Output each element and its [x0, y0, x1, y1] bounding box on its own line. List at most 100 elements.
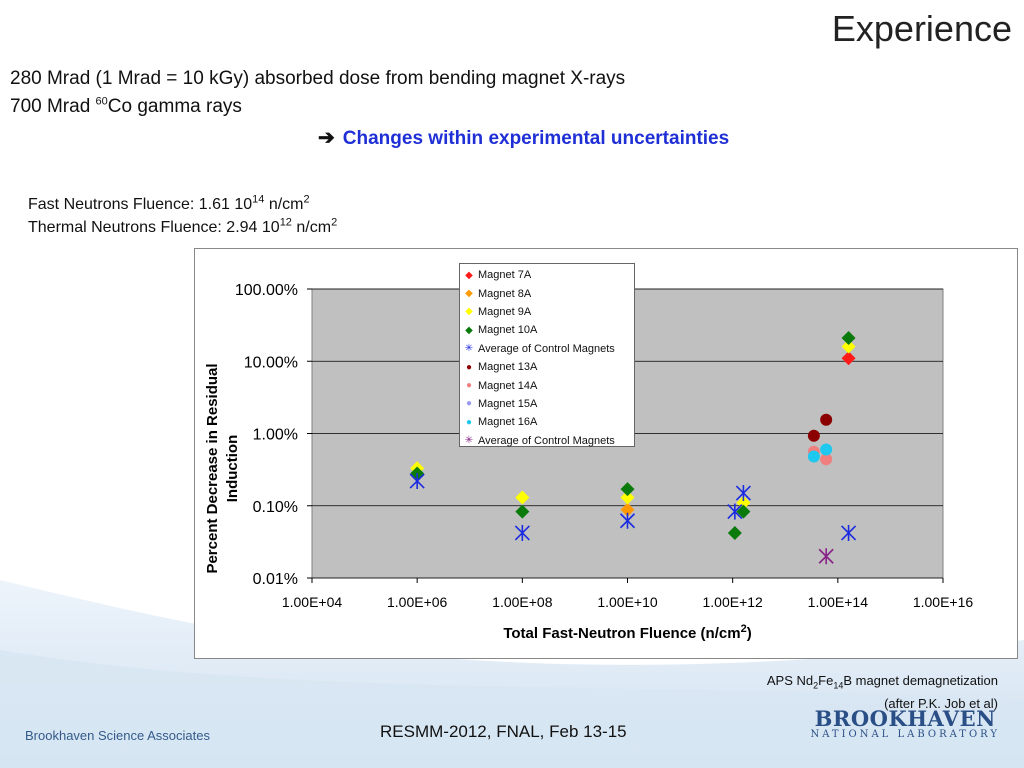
legend-item: ● Magnet 15A: [462, 395, 634, 413]
slide-title: Experience: [831, 8, 1012, 49]
y-tick-label: 100.00%: [235, 282, 298, 299]
legend-item: ✳ Average of Control Magnets: [462, 340, 634, 358]
footer-organization: Brookhaven Science Associates: [25, 728, 210, 743]
data-point: [841, 330, 856, 345]
fast-unit: n/cm: [264, 196, 304, 213]
legend-item: ◆ Magnet 10A: [462, 321, 634, 339]
thermal-neutron-fluence: Thermal Neutrons Fluence: 2.94 1012 n/cm…: [28, 216, 338, 237]
x-tick-label: 1.00E+04: [282, 594, 343, 610]
diamond-marker-icon: ◆: [465, 269, 473, 281]
legend-item: ● Magnet 13A: [462, 358, 634, 376]
x-axis-title-main: Total Fast-Neutron Fluence (n/cm: [503, 625, 740, 642]
data-point: [841, 339, 856, 354]
legend-label: Magnet 8A: [478, 287, 532, 300]
legend-label: Magnet 14A: [478, 379, 538, 392]
data-point: [736, 504, 751, 519]
y-tick-label: 0.01%: [253, 571, 298, 588]
data-point: [841, 524, 857, 541]
legend-item: ● Magnet 14A: [462, 376, 634, 394]
dose-gamma-text: 700 Mrad 60Co gamma rays: [10, 96, 242, 118]
legend-item: ✳ Average of Control Magnets: [462, 432, 634, 450]
legend-label: Magnet 10A: [478, 324, 538, 337]
arrow-right-icon: ➔: [318, 127, 335, 149]
y-axis-title-line1: Percent Decrease in Residual: [204, 363, 221, 573]
legend-item: ◆ Magnet 8A: [462, 284, 634, 302]
fast-neutron-fluence: Fast Neutrons Fluence: 1.61 1014 n/cm2: [28, 193, 310, 214]
y-tick-label: 0.10%: [253, 499, 298, 516]
thermal-unit-sup: 2: [331, 216, 338, 229]
caption-sub-2: 14: [833, 680, 844, 691]
data-point: [620, 502, 635, 517]
data-point: [820, 453, 833, 466]
asterisk-marker-icon: ✳: [464, 435, 474, 447]
data-point: [515, 504, 530, 519]
x-axis-title-end: ): [747, 625, 752, 642]
data-point: [727, 503, 743, 520]
figure-caption: APS Nd2Fe14B magnet demagnetization (aft…: [767, 672, 998, 713]
data-point: [409, 473, 425, 490]
caption-sub-1: 2: [813, 680, 819, 691]
dose-gamma-prefix: 700 Mrad: [10, 96, 96, 117]
dose-xray-text: 280 Mrad (1 Mrad = 10 kGy) absorbed dose…: [10, 68, 626, 89]
y-tick-label: 10.00%: [244, 354, 298, 371]
legend-item: ● Magnet 16A: [462, 413, 634, 431]
data-point: [514, 524, 530, 541]
x-tick-label: 1.00E+14: [808, 594, 869, 610]
y-axis-title-line2: Induction: [224, 435, 241, 503]
data-point: [807, 429, 820, 442]
caption-line-1: APS Nd2Fe14B magnet demagnetization: [767, 672, 998, 695]
legend-label: Magnet 15A: [478, 397, 538, 410]
x-tick-label: 1.00E+10: [597, 594, 658, 610]
brookhaven-logo: BROOKHAVEN NATIONAL LABORATORY: [810, 706, 1000, 740]
circle-marker-icon: ●: [465, 416, 473, 428]
legend-item: ◆ Magnet 7A: [462, 266, 634, 284]
data-point: [727, 525, 742, 540]
x-tick-label: 1.00E+16: [913, 594, 974, 610]
y-tick-label: 1.00%: [253, 427, 298, 444]
x-axis-title: Total Fast-Neutron Fluence (n/cm2): [503, 623, 751, 642]
diamond-marker-icon: ◆: [465, 306, 473, 318]
legend-label: Magnet 16A: [478, 416, 538, 429]
dose-gamma-suffix: Co gamma rays: [107, 96, 242, 117]
circle-marker-icon: ●: [465, 361, 473, 373]
data-point: [841, 351, 856, 366]
data-point: [820, 413, 833, 426]
data-point: [620, 482, 635, 497]
data-point: [807, 450, 820, 463]
legend-item: ◆ Magnet 9A: [462, 303, 634, 321]
fast-exp: 14: [252, 193, 265, 206]
asterisk-marker-icon: ✳: [464, 343, 474, 355]
x-axis-title-sup: 2: [741, 623, 747, 635]
data-point: [818, 548, 834, 565]
data-point: [619, 512, 636, 529]
data-point: [735, 485, 751, 502]
thermal-prefix: Thermal Neutrons Fluence: 2.94 10: [28, 219, 280, 236]
legend-label: Magnet 7A: [478, 269, 532, 282]
x-tick-label: 1.00E+06: [387, 594, 448, 610]
circle-marker-icon: ●: [465, 380, 473, 392]
legend-label: Average of Control Magnets: [478, 434, 615, 447]
conclusion-label: Changes within experimental uncertaintie…: [342, 128, 730, 149]
fast-unit-sup: 2: [303, 193, 310, 206]
fast-prefix: Fast Neutrons Fluence: 1.61 10: [28, 196, 253, 213]
thermal-unit: n/cm: [291, 219, 332, 236]
caption-prefix: APS Nd: [766, 673, 814, 688]
dose-gamma-isotope: 60: [95, 95, 108, 108]
legend-label: Average of Control Magnets: [478, 342, 615, 355]
diamond-marker-icon: ◆: [465, 324, 473, 336]
chart-legend: ◆ Magnet 7A ◆ Magnet 8A ◆ Magnet 9A ◆ Magnet 10…: [459, 263, 635, 447]
logo-subtitle: NATIONAL LABORATORY: [810, 729, 1000, 740]
logo-name: BROOKHAVEN: [814, 706, 996, 731]
legend-label: Magnet 9A: [478, 305, 532, 318]
caption-suffix: B magnet demagnetization: [843, 673, 998, 688]
x-tick-label: 1.00E+12: [702, 594, 763, 610]
diamond-marker-icon: ◆: [465, 288, 473, 300]
caption-line-2: (after P.K. Job et al): [884, 695, 998, 711]
data-point: [820, 443, 833, 456]
data-point: [515, 490, 530, 505]
data-point: [620, 490, 635, 505]
x-tick-label: 1.00E+08: [492, 594, 553, 610]
footer-conference: RESMM-2012, FNAL, Feb 13-15: [380, 722, 627, 741]
legend-label: Magnet 13A: [478, 361, 538, 374]
